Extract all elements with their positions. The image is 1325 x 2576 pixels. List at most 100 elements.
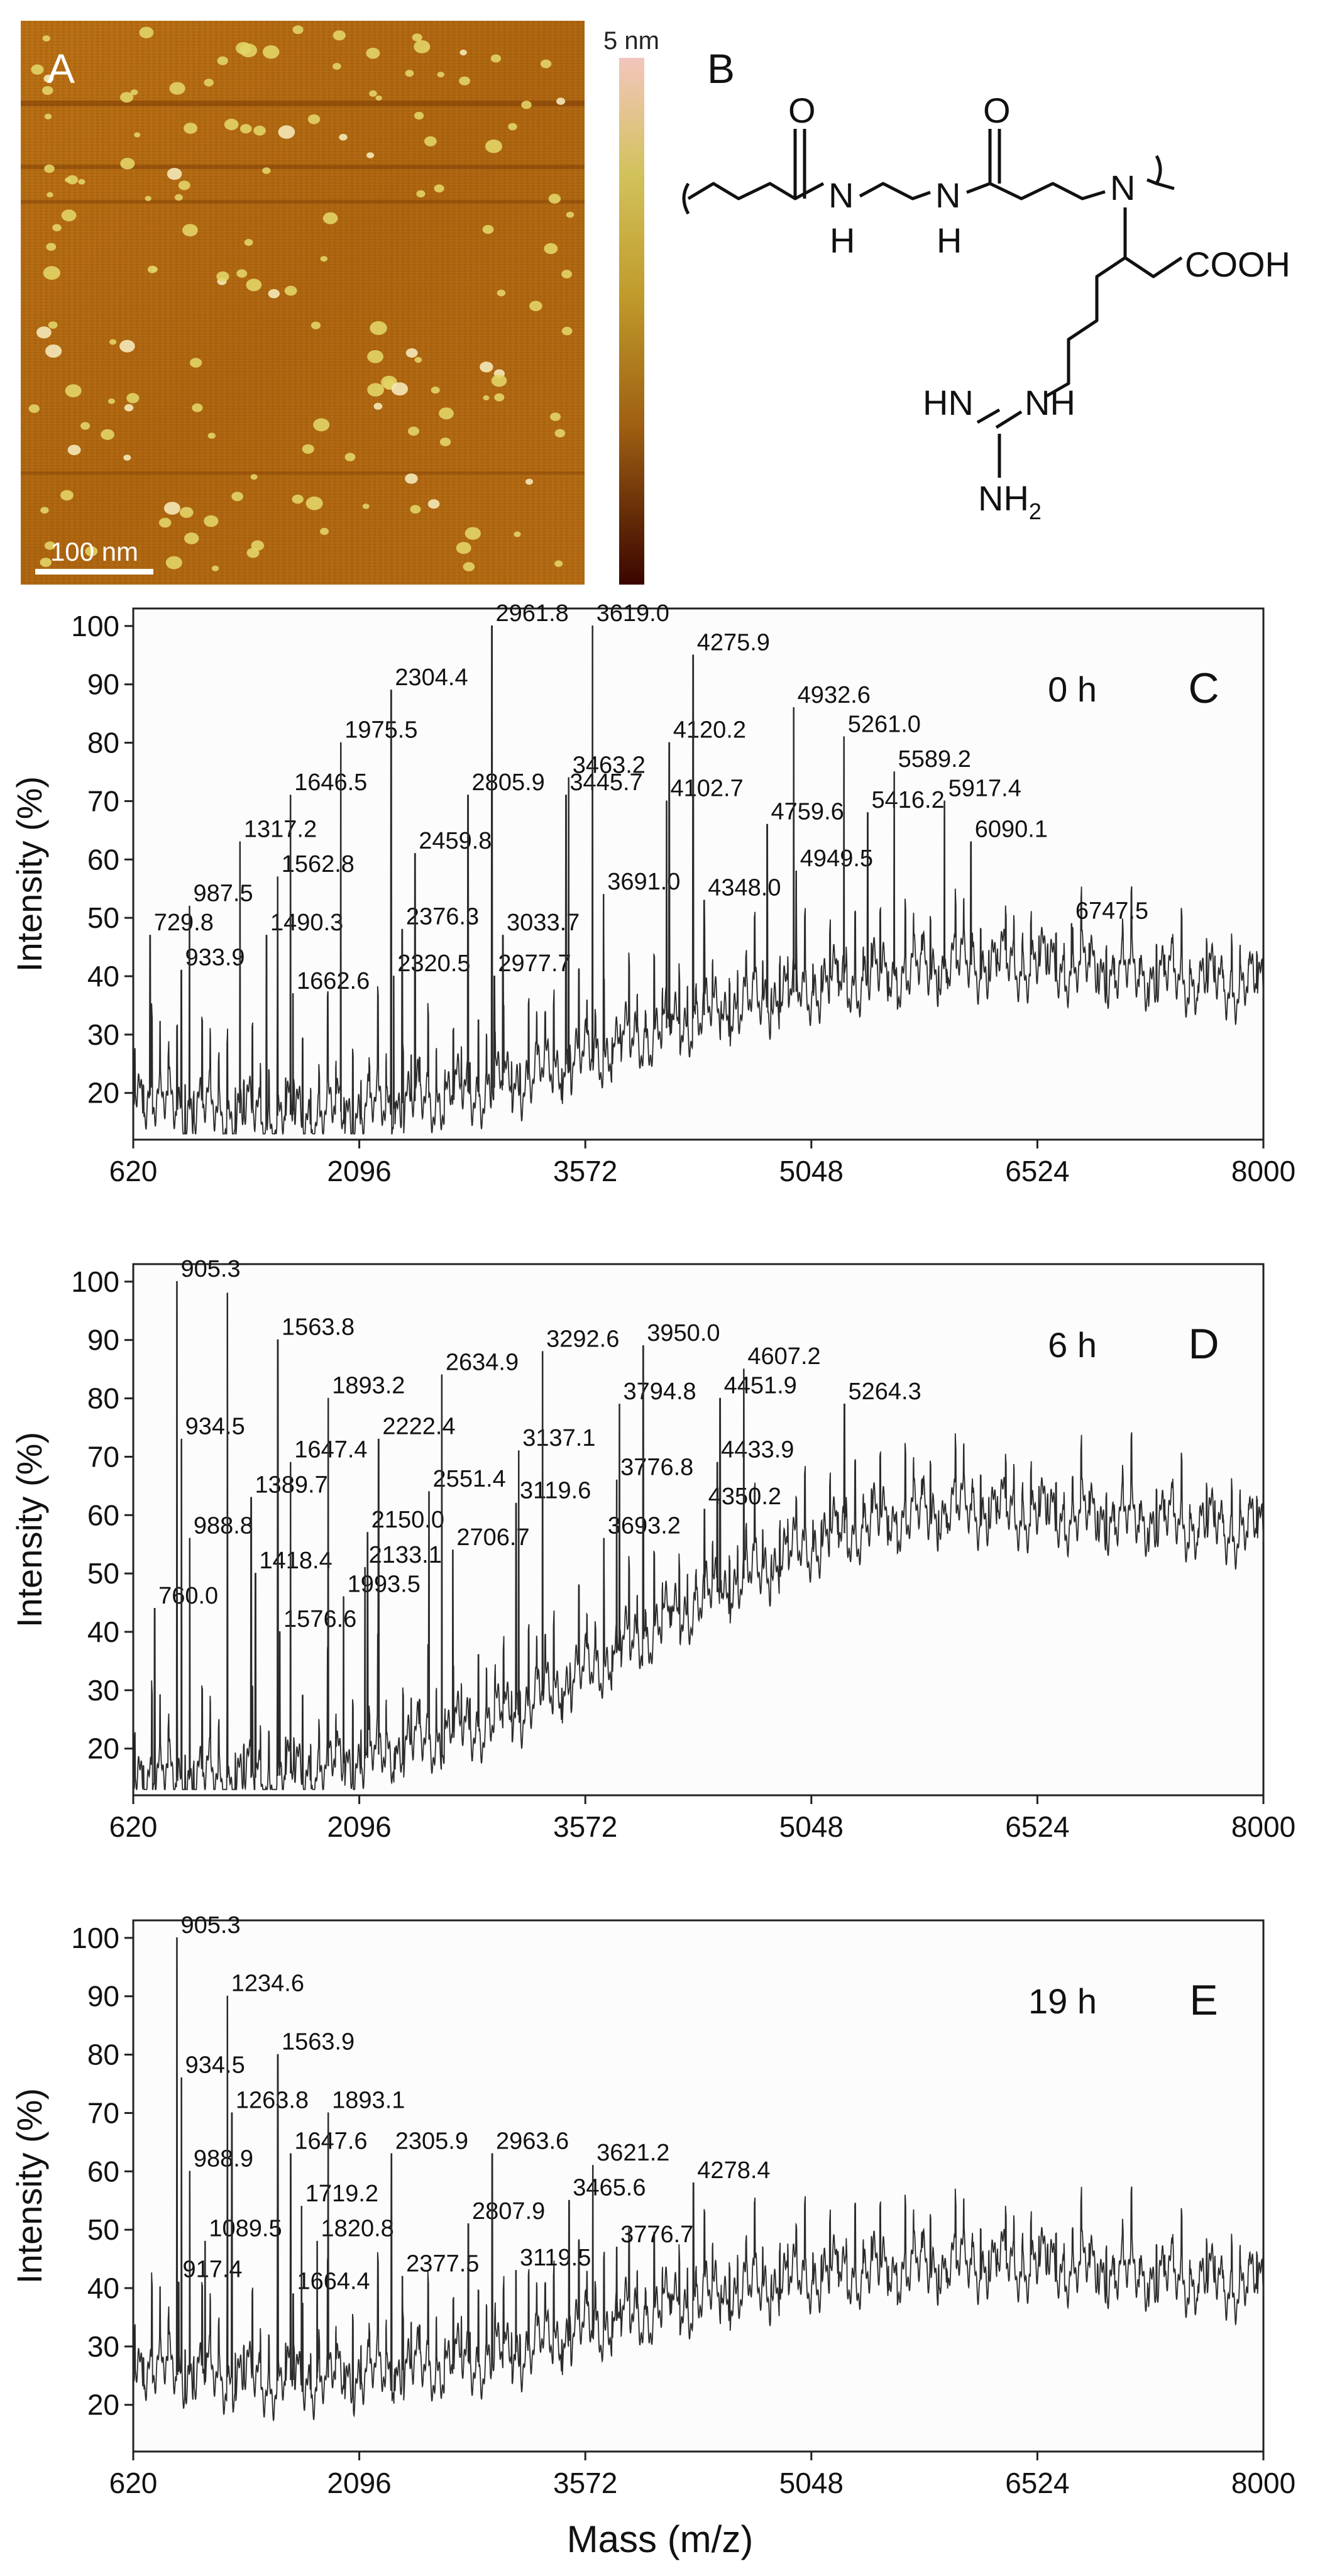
x-tick-label: 6524 <box>1005 1155 1069 1187</box>
afm-particle <box>180 507 194 518</box>
afm-particle <box>85 546 98 556</box>
y-axis-title: Intensity (%) <box>9 2088 49 2284</box>
afm-particle <box>302 444 314 454</box>
peak-label: 3619.0 <box>597 600 669 627</box>
afm-particle <box>483 395 490 400</box>
x-tick-label: 6524 <box>1005 2467 1069 2499</box>
afm-particle <box>139 26 154 38</box>
peak-label: 3794.8 <box>623 1379 696 1405</box>
afm-particle <box>344 453 356 461</box>
afm-scan-streak <box>21 101 585 106</box>
peak-label: 2376.3 <box>406 904 479 930</box>
afm-particle <box>508 123 517 131</box>
peak-label: 3776.8 <box>620 1455 693 1481</box>
afm-particle <box>147 265 157 273</box>
afm-particle <box>60 490 74 501</box>
afm-particle <box>366 47 380 59</box>
afm-particle <box>284 285 297 296</box>
peak-label: 4348.0 <box>708 874 781 901</box>
peak-label: 3691.0 <box>607 869 680 895</box>
afm-particle <box>491 375 507 387</box>
afm-particle <box>410 505 421 514</box>
peak-label: 1563.9 <box>282 2029 355 2056</box>
peak-label: 5917.4 <box>948 775 1021 801</box>
peak-label: 4932.6 <box>798 682 871 708</box>
peak-label: 5416.2 <box>872 787 945 813</box>
peak-label: 988.8 <box>194 1512 253 1539</box>
afm-particle <box>44 113 52 119</box>
mass-spectrum-0h: 20 30 40 50 60 70 80 90 100 620 2096 3572 5048 6524 80… <box>9 600 1295 1187</box>
afm-particle <box>427 499 440 509</box>
y-tick-label: 60 <box>87 843 119 876</box>
peak-label: 4759.6 <box>771 799 844 825</box>
afm-particle <box>529 300 542 311</box>
afm-particle <box>108 398 115 404</box>
x-tick-label: 5048 <box>779 1810 844 1843</box>
x-tick-label: 8000 <box>1231 2467 1295 2499</box>
peak-label: 1662.6 <box>297 968 370 994</box>
afm-particle <box>124 404 134 412</box>
afm-particle <box>554 429 566 438</box>
afm-particle <box>550 412 561 421</box>
peak-label: 3693.2 <box>608 1512 681 1539</box>
afm-texture <box>21 21 585 585</box>
peak-label: 1647.4 <box>294 1437 367 1463</box>
peak-label: 987.5 <box>194 881 253 907</box>
y-tick-label: 50 <box>87 1557 119 1590</box>
afm-particle <box>80 422 91 430</box>
x-tick-label: 3572 <box>553 1810 617 1843</box>
afm-particle <box>231 492 243 502</box>
peak-label: 2805.9 <box>472 769 545 796</box>
peak-label: 2222.4 <box>382 1414 455 1440</box>
afm-particle <box>246 278 262 292</box>
guanidine-nh: NH <box>1025 383 1075 422</box>
peak-label: 4607.2 <box>747 1343 820 1370</box>
oxygen-atom-1: O <box>788 91 816 130</box>
afm-particle <box>67 444 81 456</box>
peak-label: 2133.1 <box>369 1542 442 1568</box>
peak-label: 1563.8 <box>282 1314 355 1341</box>
peak-label: 4102.7 <box>670 775 743 801</box>
afm-particle <box>439 407 454 420</box>
afm-particle <box>370 321 387 335</box>
mass-spectrum-19h: 20 30 40 50 60 70 80 90 100 620 2096 3572 5048 6524 80… <box>9 1912 1295 2499</box>
peak-label: 4278.4 <box>697 2157 770 2184</box>
y-tick-label: 20 <box>87 1077 119 1109</box>
afm-particle <box>101 429 114 440</box>
guanidine-bonds <box>976 408 1023 478</box>
afm-particle <box>123 454 131 461</box>
x-tick-label: 2096 <box>327 2467 391 2499</box>
alpha-carbon-bonds <box>1123 207 1183 278</box>
peak-label: 2807.9 <box>472 2198 545 2225</box>
afm-particle <box>333 63 341 70</box>
afm-particle <box>367 383 384 397</box>
afm-particle <box>246 548 260 558</box>
afm-particle <box>434 184 444 193</box>
afm-particle <box>52 224 62 232</box>
afm-particle <box>236 41 251 55</box>
afm-particle <box>525 478 533 485</box>
afm-particle <box>339 134 348 141</box>
afm-scan-streak <box>21 471 585 475</box>
afm-particle <box>46 243 57 251</box>
afm-particle <box>480 361 493 373</box>
y-tick-label: 30 <box>87 1674 119 1707</box>
afm-particle <box>494 393 505 402</box>
afm-scan-streak <box>21 165 585 169</box>
peak-label: 3465.6 <box>573 2175 646 2201</box>
y-tick-label: 20 <box>87 1732 119 1765</box>
x-tick-label: 2096 <box>327 1810 391 1843</box>
y-tick-label: 30 <box>87 1018 119 1051</box>
y-tick-label: 100 <box>71 610 119 642</box>
x-tick-label: 3572 <box>553 2467 617 2499</box>
peak-label: 917.4 <box>182 2257 242 2283</box>
afm-particle <box>31 64 44 75</box>
afm-particle <box>292 25 304 35</box>
afm-particle <box>253 125 266 136</box>
peak-label: 3950.0 <box>647 1320 720 1346</box>
peak-label: 1490.3 <box>270 910 343 936</box>
peak-label: 2305.9 <box>395 2128 468 2154</box>
peak-label: 1234.6 <box>231 1971 304 1997</box>
afm-particle <box>184 532 199 544</box>
afm-particle <box>408 426 419 436</box>
